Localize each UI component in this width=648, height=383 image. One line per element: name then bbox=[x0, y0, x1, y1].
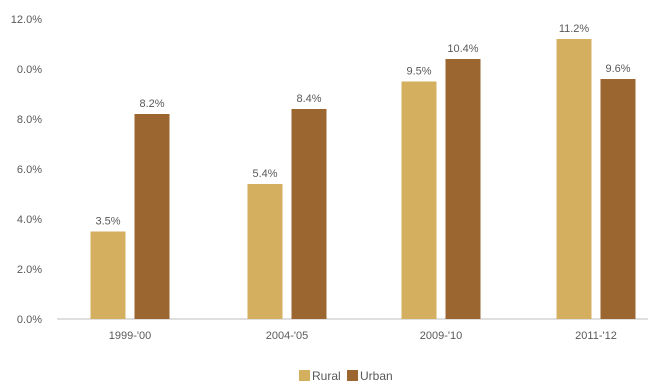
bar-rural bbox=[90, 231, 126, 319]
data-label: 11.2% bbox=[559, 23, 590, 35]
data-label: 5.4% bbox=[252, 168, 277, 180]
data-label: 3.5% bbox=[95, 216, 120, 228]
bar-urban bbox=[134, 114, 170, 319]
bar-urban bbox=[445, 59, 481, 319]
legend-swatch-rural bbox=[299, 370, 310, 381]
x-tick-label: 1999-'00 bbox=[109, 330, 151, 342]
bar-urban bbox=[291, 109, 327, 319]
data-label: 9.5% bbox=[406, 66, 431, 78]
bar-rural bbox=[247, 184, 283, 319]
y-tick-label: 8.0% bbox=[17, 114, 42, 126]
bars: 3.5% 8.2% 5.4% 8.4% 9.5% 10.4% 11.2% 9.6% bbox=[90, 23, 636, 319]
data-label: 8.2% bbox=[139, 98, 164, 110]
legend-label-rural: Rural bbox=[312, 369, 341, 383]
y-tick-label: 2.0% bbox=[17, 264, 42, 276]
legend: Rural Urban bbox=[299, 369, 393, 383]
x-axis: 1999-'00 2004-'05 2009-'10 2011-'12 bbox=[109, 330, 617, 342]
bar-rural bbox=[556, 39, 592, 319]
data-label: 10.4% bbox=[447, 43, 478, 55]
bar-urban bbox=[600, 79, 636, 319]
y-tick-label: 0.0% bbox=[17, 64, 42, 76]
x-tick-label: 2011-'12 bbox=[575, 330, 617, 342]
x-tick-label: 2004-'05 bbox=[266, 330, 308, 342]
y-tick-label: 4.0% bbox=[17, 214, 42, 226]
data-label: 8.4% bbox=[296, 93, 321, 105]
y-tick-label: 12.0% bbox=[11, 14, 42, 26]
bar-rural bbox=[401, 81, 437, 319]
legend-label-urban: Urban bbox=[360, 369, 393, 383]
x-tick-label: 2009-'10 bbox=[420, 330, 462, 342]
y-axis: 0.0% 2.0% 4.0% 6.0% 8.0% 0.0% 12.0% bbox=[11, 14, 42, 326]
data-label: 9.6% bbox=[605, 63, 630, 75]
y-tick-label: 6.0% bbox=[17, 164, 42, 176]
legend-swatch-urban bbox=[347, 370, 358, 381]
y-tick-label: 0.0% bbox=[17, 314, 42, 326]
